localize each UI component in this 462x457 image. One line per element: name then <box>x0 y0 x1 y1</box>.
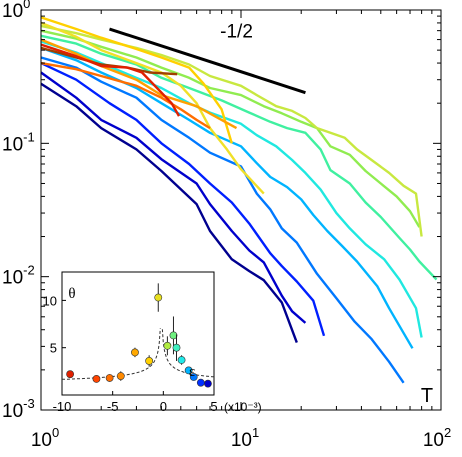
inset-x-tick-label: 0 <box>160 399 167 414</box>
inset-frame <box>61 271 215 396</box>
series-line-7 <box>40 29 421 228</box>
data-point-3 <box>116 372 125 380</box>
data-point-12 <box>189 373 198 381</box>
inset-y-label: θ <box>68 286 75 302</box>
data-point-7 <box>163 341 172 350</box>
x-axis-label: T <box>421 385 433 407</box>
slope-label: -1/2 <box>220 22 253 43</box>
data-point-9 <box>172 343 181 352</box>
data-point-6 <box>154 293 163 302</box>
series-line-1 <box>40 71 307 324</box>
data-point-1 <box>92 375 101 383</box>
data-point-5 <box>145 357 154 365</box>
x-tick-label: 102 <box>423 425 451 451</box>
series-line-9 <box>40 21 265 195</box>
inset-x-tick-label: -10 <box>53 399 72 414</box>
inset-y-tick-label: 5 <box>50 341 57 356</box>
series-line-0 <box>40 82 298 344</box>
series-line-11 <box>40 38 238 130</box>
data-point-10 <box>177 356 186 364</box>
y-tick-label: 10-3 <box>2 396 35 422</box>
x-tick-label: 101 <box>231 425 259 451</box>
y-tick-label: 100 <box>2 0 30 22</box>
slope-reference-line <box>109 27 306 95</box>
data-point-13 <box>196 378 205 387</box>
inset-plot: -10 -5 0 5 5 10 (x10⁻³) θ ε <box>43 271 262 414</box>
series-line-3 <box>40 56 405 384</box>
data-point-0 <box>66 370 75 379</box>
data-point-8 <box>169 331 178 340</box>
inset-y-tick-label: 10 <box>43 293 57 308</box>
inset-x-tick-label: 5 <box>210 399 217 414</box>
data-point-11 <box>184 366 193 375</box>
inset-x-unit: (x10⁻³) <box>224 400 262 414</box>
series-line-10 <box>40 16 233 144</box>
series-line-4 <box>40 46 414 349</box>
inset-x-tick-label: -5 <box>107 399 119 414</box>
data-point-14 <box>204 379 212 388</box>
series-line-12 <box>40 61 211 130</box>
series-line-5 <box>40 40 423 338</box>
y-tick-label: 10-2 <box>2 263 35 289</box>
series-line-2 <box>40 62 326 337</box>
series-line-14 <box>40 43 181 117</box>
data-point-2 <box>105 374 114 382</box>
data-point-4 <box>131 348 139 357</box>
series-line-8 <box>40 24 423 237</box>
x-tick-label: 100 <box>31 425 59 451</box>
inset-x-label: ε <box>189 364 195 380</box>
y-tick-label: 10-1 <box>2 129 35 155</box>
fit-curve-left <box>61 328 161 380</box>
series-line-6 <box>40 34 438 281</box>
